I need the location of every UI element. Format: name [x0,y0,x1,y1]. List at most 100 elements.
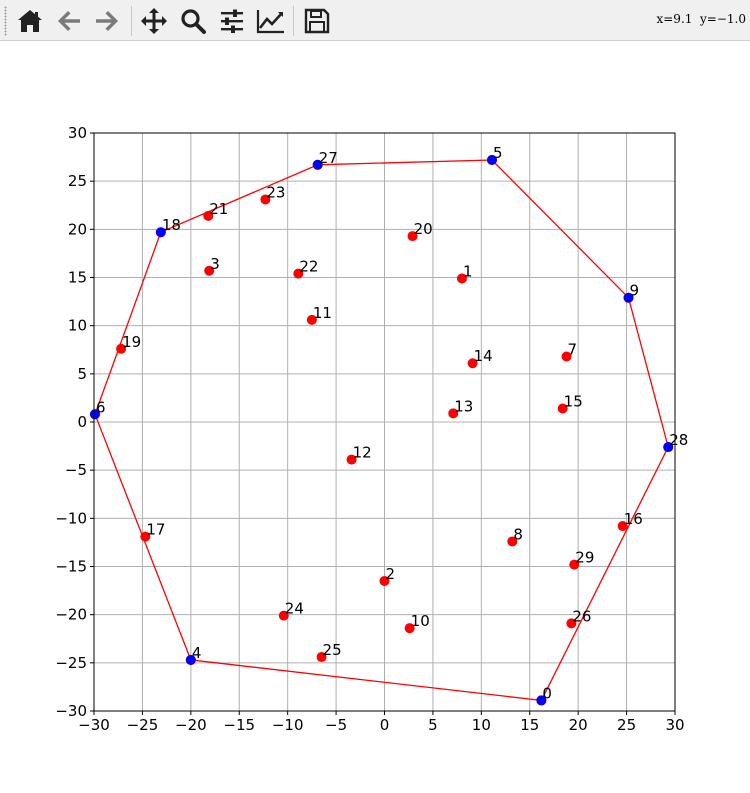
y-tick-label: 15 [68,269,87,287]
y-tick-label: −25 [55,654,87,672]
x-tick-label: 10 [472,716,491,734]
point-label: 2 [386,565,396,583]
x-tick-label: −20 [175,716,207,734]
point-label: 23 [266,183,285,201]
y-tick-label: 5 [77,365,87,383]
data-point [203,210,214,221]
x-tick-label: 30 [665,716,684,734]
forward-arrow-icon[interactable] [91,5,123,37]
point-label: 21 [209,200,228,218]
toolbar-grip-handle[interactable] [4,6,7,36]
point-label: 25 [323,641,342,659]
data-point [278,610,289,621]
save-floppy-icon[interactable] [301,5,333,37]
x-tick-label: 15 [520,716,539,734]
data-point [116,343,127,354]
home-icon[interactable] [14,5,46,37]
hull-vertex-point [486,154,497,165]
navigation-toolbar: x=9.1 y=−1.0 [0,0,750,41]
hull-vertex-point [155,227,166,238]
x-tick-label: −30 [78,716,110,734]
data-point [346,454,357,465]
toolbar-separator [131,6,132,36]
data-point [507,536,518,547]
y-tick-label: −5 [65,461,87,479]
point-label: 20 [414,220,433,238]
data-point [561,351,572,362]
data-point [456,273,467,284]
data-point [204,265,215,276]
point-label: 28 [669,431,688,449]
data-point [293,268,304,279]
y-tick-label: 20 [68,220,87,238]
data-point [407,231,418,242]
point-label: 19 [122,333,141,351]
x-tick-label: −5 [325,716,347,734]
point-label: 6 [96,398,106,416]
point-label: 4 [192,644,202,662]
y-tick-label: −30 [55,702,87,720]
x-tick-label: 20 [569,716,588,734]
data-point [306,314,317,325]
point-label: 0 [542,684,552,702]
point-label: 12 [353,444,372,462]
point-label: 3 [210,255,220,273]
data-point [140,531,151,542]
point-label: 17 [146,521,165,539]
x-tick-label: 25 [617,716,636,734]
y-tick-label: 30 [68,124,87,142]
data-point [448,408,459,419]
data-point [557,403,568,414]
x-tick-label: −15 [223,716,255,734]
data-point [260,194,271,205]
point-label: 11 [313,304,332,322]
y-tick-label: −15 [55,558,87,576]
data-point [566,618,577,629]
edit-axis-curve-icon[interactable] [255,5,287,37]
point-label: 10 [411,612,430,630]
hull-vertex-point [89,409,100,420]
y-tick-label: 25 [68,172,87,190]
data-point [467,358,478,369]
point-label: 29 [575,549,594,567]
point-label: 9 [630,282,640,300]
hull-vertex-point [536,695,547,706]
point-label: 27 [319,149,338,167]
x-tick-label: −25 [127,716,159,734]
hull-vertex-point [312,159,323,170]
point-label: 13 [454,397,473,415]
point-label: 14 [474,347,493,365]
hull-vertex-point [663,442,674,453]
data-point [379,575,390,586]
toolbar-separator [293,6,294,36]
configure-subplots-icon[interactable] [216,5,248,37]
y-tick-label: 10 [68,317,87,335]
point-label: 24 [285,600,304,618]
y-tick-label: −10 [55,509,87,527]
x-tick-label: 0 [380,716,390,734]
y-tick-label: −20 [55,606,87,624]
point-label: 26 [572,607,591,625]
x-tick-label: −10 [272,716,304,734]
point-label: 7 [568,340,578,358]
scatter-plot-canvas[interactable]: 0123456789101112131415161718192021222324… [0,41,750,793]
hull-vertex-point [185,654,196,665]
point-label: 8 [513,525,523,543]
point-label: 1 [463,262,473,280]
zoom-magnifier-icon[interactable] [177,5,209,37]
data-point [569,559,580,570]
cursor-coordinates-readout: x=9.1 y=−1.0 [656,12,746,26]
data-point [404,623,415,634]
point-label: 22 [299,258,318,276]
x-tick-label: 5 [428,716,438,734]
point-label: 18 [162,216,181,234]
point-label: 5 [493,144,503,162]
point-label: 16 [624,510,643,528]
hull-vertex-point [623,292,634,303]
back-arrow-icon[interactable] [53,5,85,37]
data-point [316,652,327,663]
pan-move-icon[interactable] [138,5,170,37]
y-tick-label: 0 [77,413,87,431]
point-label: 15 [564,393,583,411]
data-point [617,521,628,532]
